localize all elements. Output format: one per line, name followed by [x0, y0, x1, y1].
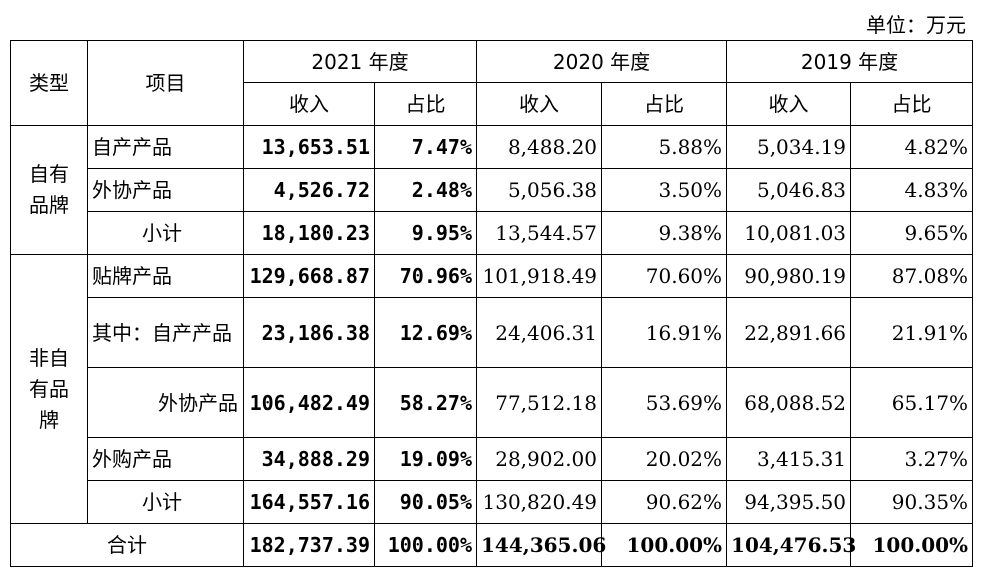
cell-2019-revenue: 5,046.83 — [726, 168, 852, 212]
row-item: 外购产品 — [87, 437, 244, 481]
cell-2021-ratio: 9.95% — [373, 211, 478, 255]
cell-2021-ratio: 12.69% — [373, 297, 478, 368]
cell-2020-revenue: 13,544.57 — [476, 211, 603, 255]
cell-2020-revenue: 130,820.49 — [476, 480, 603, 524]
cell-2020-revenue: 77,512.18 — [476, 367, 603, 438]
unit-label: 单位：万元 — [866, 13, 966, 37]
row-item: 外协产品 — [87, 367, 244, 438]
cell-2021-revenue: 106,482.49 — [243, 367, 375, 438]
cell-2019-ratio: 21.91% — [850, 297, 974, 368]
cell-2021-ratio: 90.05% — [373, 480, 478, 524]
table-row: 外协产品 106,482.49 58.27% 77,512.18 53.69% … — [11, 367, 974, 438]
row-item: 贴牌产品 — [87, 254, 244, 298]
header-revenue: 收入 — [726, 82, 852, 126]
cell-2021-revenue: 18,180.23 — [243, 211, 375, 255]
cell-2020-ratio: 3.50% — [601, 168, 728, 212]
header-ratio: 占比 — [373, 82, 478, 126]
cell-2020-revenue: 28,902.00 — [476, 437, 603, 481]
cell-2020-revenue: 8,488.20 — [476, 125, 603, 169]
cell-2020-revenue: 5,056.38 — [476, 168, 603, 212]
cell-2019-revenue: 104,476.53 — [726, 523, 856, 567]
cell-2019-ratio: 4.82% — [850, 125, 974, 169]
cell-2021-ratio: 19.09% — [373, 437, 478, 481]
header-revenue: 收入 — [476, 82, 603, 126]
cell-2019-revenue: 68,088.52 — [726, 367, 852, 438]
group-label-own-brand: 自有品牌 — [10, 125, 88, 255]
cell-2021-revenue: 4,526.72 — [243, 168, 375, 212]
cell-2020-revenue: 101,918.49 — [476, 254, 603, 298]
cell-2019-ratio: 3.27% — [850, 437, 974, 481]
cell-2021-revenue: 13,653.51 — [243, 125, 375, 169]
cell-2020-ratio: 9.38% — [601, 211, 728, 255]
cell-2020-revenue: 24,406.31 — [476, 297, 603, 368]
cell-2021-revenue: 23,186.38 — [243, 297, 375, 368]
cell-2021-ratio: 2.48% — [373, 168, 478, 212]
cell-2021-revenue: 129,668.87 — [243, 254, 375, 298]
table-row: 非自有品牌 贴牌产品 129,668.87 70.96% 101,918.49 … — [10, 254, 974, 524]
cell-2021-ratio: 70.96% — [373, 254, 478, 298]
cell-2019-revenue: 3,415.31 — [726, 437, 852, 481]
cell-2019-revenue: 22,891.66 — [726, 297, 852, 368]
header-item: 项目 — [87, 40, 244, 126]
table-row: 外协产品 4,526.72 2.48% 5,056.38 3.50% 5,046… — [11, 168, 974, 212]
cell-2020-ratio: 90.62% — [601, 480, 728, 524]
cell-2020-ratio: 5.88% — [601, 125, 728, 169]
header-year-2020: 2020 年度 — [476, 40, 728, 83]
row-item: 其中：自产产品 — [87, 297, 244, 368]
table-row: 小计 164,557.16 90.05% 130,820.49 90.62% 9… — [11, 480, 974, 524]
cell-2021-ratio: 7.47% — [373, 125, 478, 169]
cell-2020-ratio: 53.69% — [601, 367, 728, 438]
cell-2019-revenue: 10,081.03 — [726, 211, 852, 255]
row-item-subtotal: 小计 — [87, 480, 244, 524]
header-year-2019: 2019 年度 — [726, 40, 974, 83]
header-row-1: 类型 项目 2021 年度 2020 年度 2019 年度 — [10, 40, 974, 126]
cell-2019-ratio: 4.83% — [850, 168, 974, 212]
cell-2020-revenue: 144,365.06 — [476, 523, 606, 567]
cell-2019-ratio: 100.00% — [850, 523, 974, 567]
table-row: 外购产品 34,888.29 19.09% 28,902.00 20.02% 3… — [11, 437, 974, 481]
cell-2021-revenue: 34,888.29 — [243, 437, 375, 481]
cell-2019-ratio: 9.65% — [850, 211, 974, 255]
group-label-non-own-brand: 非自有品牌 — [10, 254, 88, 524]
cell-2019-ratio: 65.17% — [850, 367, 974, 438]
cell-2021-revenue: 164,557.16 — [243, 480, 375, 524]
cell-2020-ratio: 70.60% — [601, 254, 728, 298]
table-row: 其中：自产产品 23,186.38 12.69% 24,406.31 16.91… — [11, 297, 974, 368]
row-item: 外协产品 — [87, 168, 244, 212]
row-item: 自产产品 — [87, 125, 244, 169]
cell-2019-revenue: 94,395.50 — [726, 480, 852, 524]
cell-2019-ratio: 90.35% — [850, 480, 974, 524]
cell-2020-ratio: 20.02% — [601, 437, 728, 481]
cell-2019-revenue: 5,034.19 — [726, 125, 852, 169]
header-ratio: 占比 — [850, 82, 974, 126]
header-revenue: 收入 — [243, 82, 375, 126]
cell-2021-ratio: 58.27% — [373, 367, 478, 438]
header-ratio: 占比 — [601, 82, 728, 126]
revenue-table: 类型 项目 2021 年度 2020 年度 2019 年度 收入 占比 收入 占… — [10, 40, 974, 567]
cell-2020-ratio: 16.91% — [601, 297, 728, 368]
cell-2019-revenue: 90,980.19 — [726, 254, 852, 298]
cell-2019-ratio: 87.08% — [850, 254, 974, 298]
table-row: 自有品牌 自产产品 13,653.51 7.47% 8,488.20 5.88%… — [10, 125, 974, 255]
cell-2021-revenue: 182,737.39 — [243, 523, 375, 567]
cell-2021-ratio: 100.00% — [373, 523, 478, 567]
header-year-2021: 2021 年度 — [242, 40, 478, 83]
table-row: 小计 18,180.23 9.95% 13,544.57 9.38% 10,08… — [11, 211, 974, 255]
total-row: 合计 182,737.39 100.00% 144,365.06 100.00%… — [10, 523, 974, 567]
row-item-subtotal: 小计 — [87, 211, 244, 255]
header-type: 类型 — [10, 40, 88, 126]
cell-2020-ratio: 100.00% — [601, 523, 728, 567]
total-label: 合计 — [10, 523, 244, 567]
